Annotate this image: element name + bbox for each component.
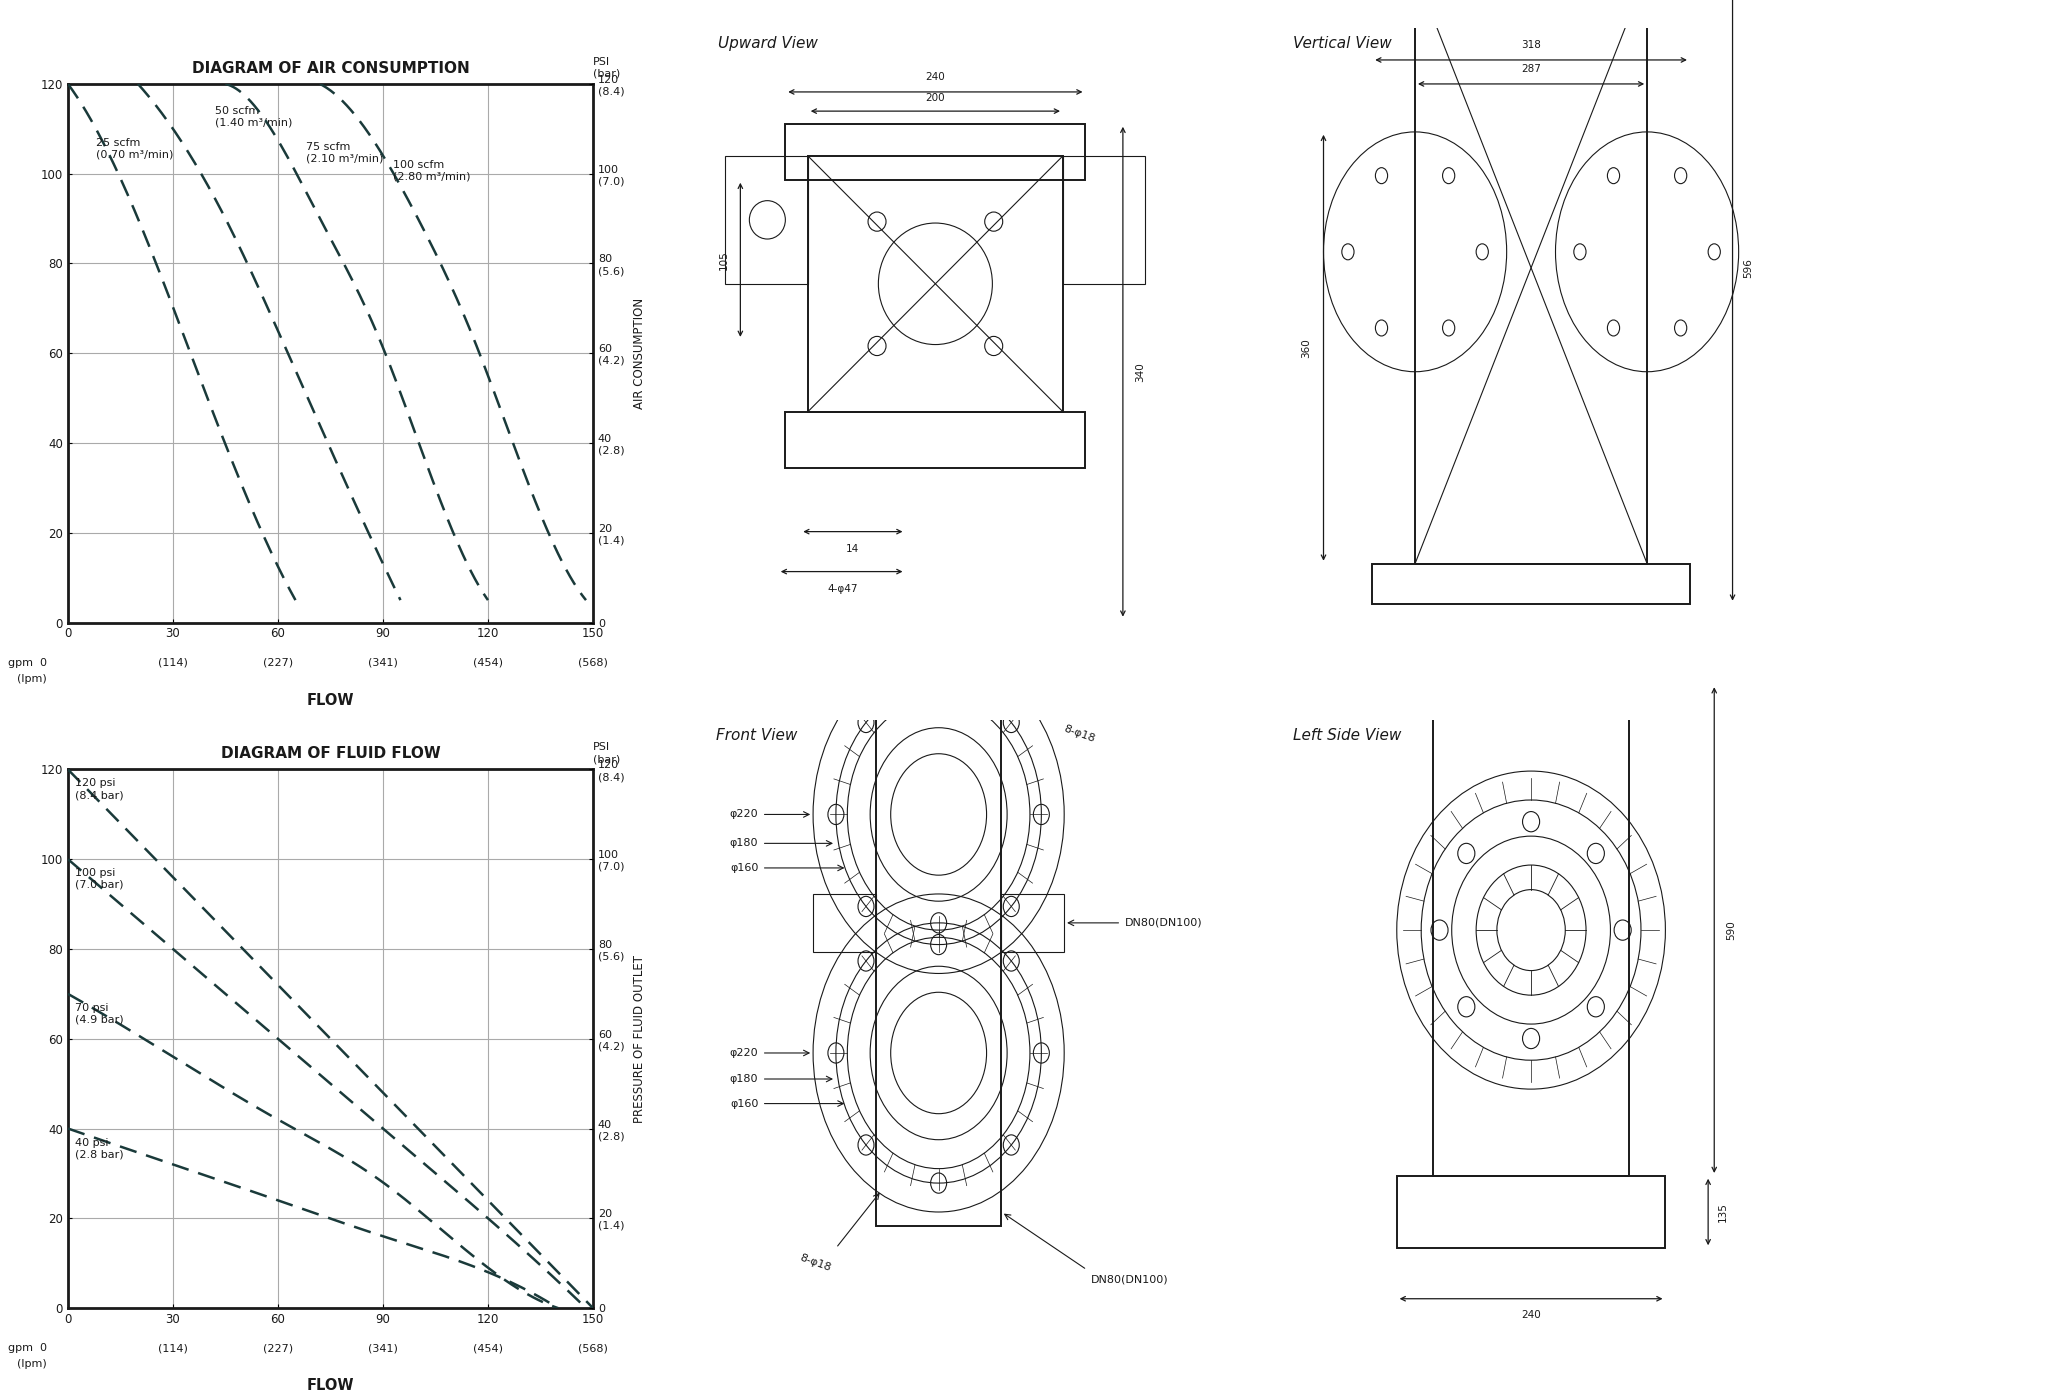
Text: φ220: φ220 [729, 810, 758, 820]
Text: 340: 340 [1135, 362, 1145, 382]
Y-axis label: PRESSURE OF FLUID OUTLET: PRESSURE OF FLUID OUTLET [632, 954, 647, 1123]
Bar [1062, 155, 1145, 284]
Text: gpm  0: gpm 0 [8, 1343, 47, 1353]
Text: (lpm): (lpm) [16, 1360, 47, 1370]
Text: Front View: Front View [717, 727, 797, 743]
Bar [784, 125, 1085, 180]
Text: 590: 590 [1725, 921, 1736, 940]
Text: (568): (568) [579, 658, 607, 667]
Text: φ180: φ180 [729, 838, 758, 848]
Text: (568): (568) [579, 1343, 607, 1353]
Text: 14: 14 [846, 544, 859, 554]
Text: φ220: φ220 [729, 1048, 758, 1058]
Text: (227): (227) [264, 1343, 292, 1353]
Text: PSI
(bar): PSI (bar) [593, 743, 620, 764]
Title: DIAGRAM OF AIR CONSUMPTION: DIAGRAM OF AIR CONSUMPTION [191, 60, 469, 76]
Text: FLOW: FLOW [307, 1378, 354, 1393]
Text: 287: 287 [1522, 64, 1540, 74]
Text: 200: 200 [927, 94, 945, 104]
Text: 8-φ18: 8-φ18 [799, 1252, 832, 1273]
Text: φ160: φ160 [731, 863, 758, 873]
Title: DIAGRAM OF FLUID FLOW: DIAGRAM OF FLUID FLOW [220, 746, 441, 761]
Text: FLOW: FLOW [307, 693, 354, 708]
Y-axis label: AIR CONSUMPTION: AIR CONSUMPTION [632, 298, 647, 409]
Text: φ180: φ180 [729, 1074, 758, 1084]
Text: 70 psi
(4.9 bar): 70 psi (4.9 bar) [74, 1003, 124, 1024]
Bar [875, 663, 1001, 1227]
Text: 318: 318 [1522, 41, 1540, 50]
Text: 135: 135 [1717, 1202, 1728, 1221]
Text: φ160: φ160 [731, 1098, 758, 1108]
Text: (114): (114) [159, 658, 187, 667]
Bar [725, 155, 807, 284]
Text: gpm  0: gpm 0 [8, 658, 47, 667]
Bar [1415, 0, 1647, 564]
Bar [1001, 894, 1065, 951]
Text: (454): (454) [474, 658, 502, 667]
Text: Left Side View: Left Side View [1293, 727, 1402, 743]
Text: Vertical View: Vertical View [1293, 36, 1392, 50]
Text: 360: 360 [1301, 339, 1312, 358]
Bar [1396, 1175, 1666, 1248]
Text: 8-φ18: 8-φ18 [1062, 723, 1095, 744]
Bar [1433, 684, 1629, 1175]
Text: Upward View: Upward View [719, 36, 817, 50]
Bar [784, 411, 1085, 467]
Text: (454): (454) [474, 1343, 502, 1353]
Text: (341): (341) [369, 658, 397, 667]
Text: 240: 240 [924, 73, 945, 83]
Text: 40 psi
(2.8 bar): 40 psi (2.8 bar) [74, 1137, 124, 1160]
Text: 100 scfm
(2.80 m³/min): 100 scfm (2.80 m³/min) [393, 161, 472, 182]
Text: 596: 596 [1744, 257, 1754, 278]
Text: (227): (227) [264, 658, 292, 667]
Bar [1373, 564, 1690, 603]
Text: 100 psi
(7.0 bar): 100 psi (7.0 bar) [74, 869, 124, 890]
Text: DN80(DN100): DN80(DN100) [1124, 918, 1202, 928]
Text: 50 scfm
(1.40 m³/min): 50 scfm (1.40 m³/min) [214, 106, 292, 127]
Bar [1495, 620, 1567, 684]
Text: (341): (341) [369, 1343, 397, 1353]
Text: 120 psi
(8.4 bar): 120 psi (8.4 bar) [74, 778, 124, 800]
Text: (lpm): (lpm) [16, 674, 47, 684]
Text: 4-φ47: 4-φ47 [828, 585, 859, 595]
Text: 25 scfm
(0.70 m³/min): 25 scfm (0.70 m³/min) [97, 139, 173, 159]
Bar [813, 894, 875, 951]
Text: 75 scfm
(2.10 m³/min): 75 scfm (2.10 m³/min) [307, 143, 383, 164]
Text: (114): (114) [159, 1343, 187, 1353]
Text: PSI
(bar): PSI (bar) [593, 57, 620, 78]
Bar [807, 155, 1062, 411]
Text: DN80(DN100): DN80(DN100) [1091, 1274, 1167, 1284]
Text: 240: 240 [1522, 1311, 1540, 1321]
Text: 105: 105 [719, 250, 729, 270]
